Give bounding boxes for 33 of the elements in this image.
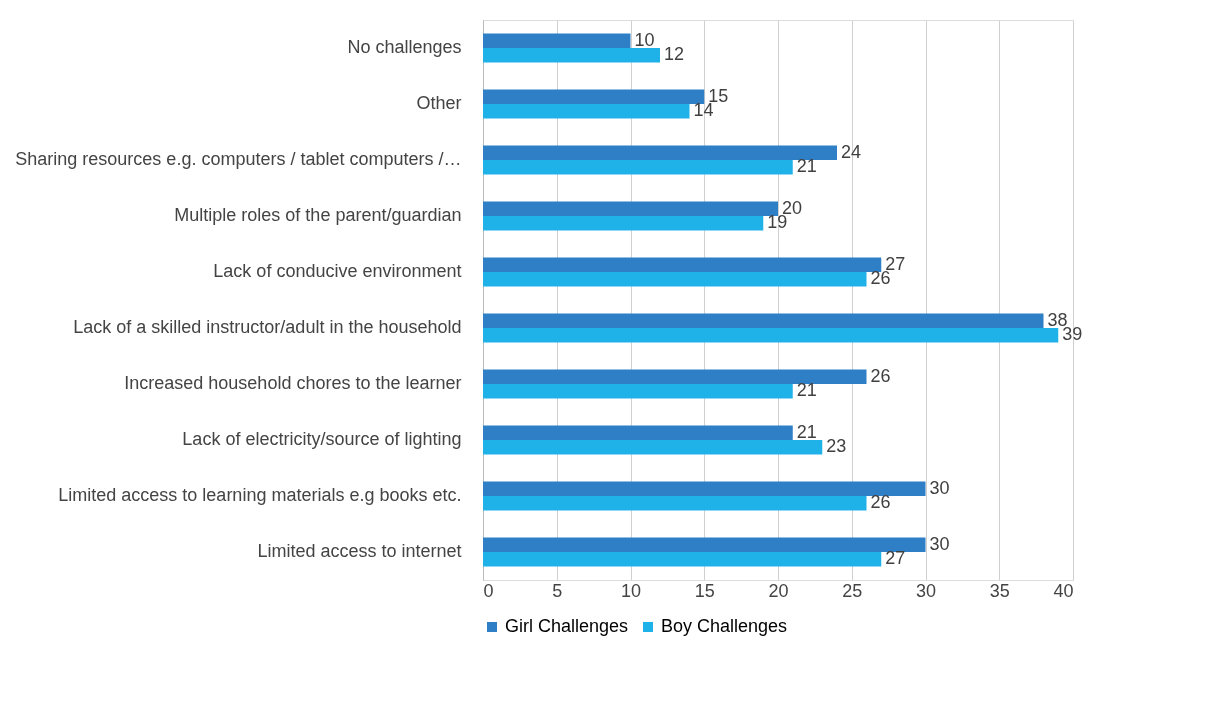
y-tick-label: Multiple roles of the parent/guardian [174,205,462,225]
data-label: 30 [929,533,950,554]
data-label: 10 [634,29,655,50]
data-label: 30 [929,477,950,498]
data-label: 21 [796,156,817,177]
y-tick-label: Limited access to internet [257,541,462,561]
x-tick-label: 15 [694,580,715,601]
data-label: 21 [796,421,817,442]
y-tick-label: Other [416,93,462,113]
y-tick-label: Lack of a skilled instructor/adult in the household [73,317,462,337]
data-label: 24 [841,141,862,162]
x-tick-label: 0 [483,580,494,601]
x-tick-label: 10 [620,580,642,601]
y-tick-label: Lack of electricity/source of lighting [182,429,462,449]
legend-label: Girl Challenges [505,616,629,636]
x-tick-label: 35 [989,580,1010,601]
data-label: 23 [826,436,847,457]
data-label: 26 [870,365,891,386]
x-tick-label: 30 [915,580,937,601]
data-label: 21 [796,380,817,401]
x-tick-label: 20 [768,580,789,601]
data-label: 26 [870,492,891,513]
x-tick-label: 40 [1053,580,1074,601]
legend-label: Boy Challenges [661,616,788,636]
data-label: 12 [664,44,685,65]
y-tick-label: Increased household chores to the learner [124,373,462,393]
y-tick-label: No challenges [347,37,462,57]
y-tick-label: Lack of conducive environment [213,261,462,281]
y-tick-label: Sharing resources e.g. computers / tablet computers /… [15,149,462,169]
data-label: 27 [885,548,906,569]
y-tick-label: Limited access to learning materials e.g books etc. [58,485,462,505]
x-tick-label: 25 [842,580,863,601]
x-tick-label: 5 [552,580,563,601]
